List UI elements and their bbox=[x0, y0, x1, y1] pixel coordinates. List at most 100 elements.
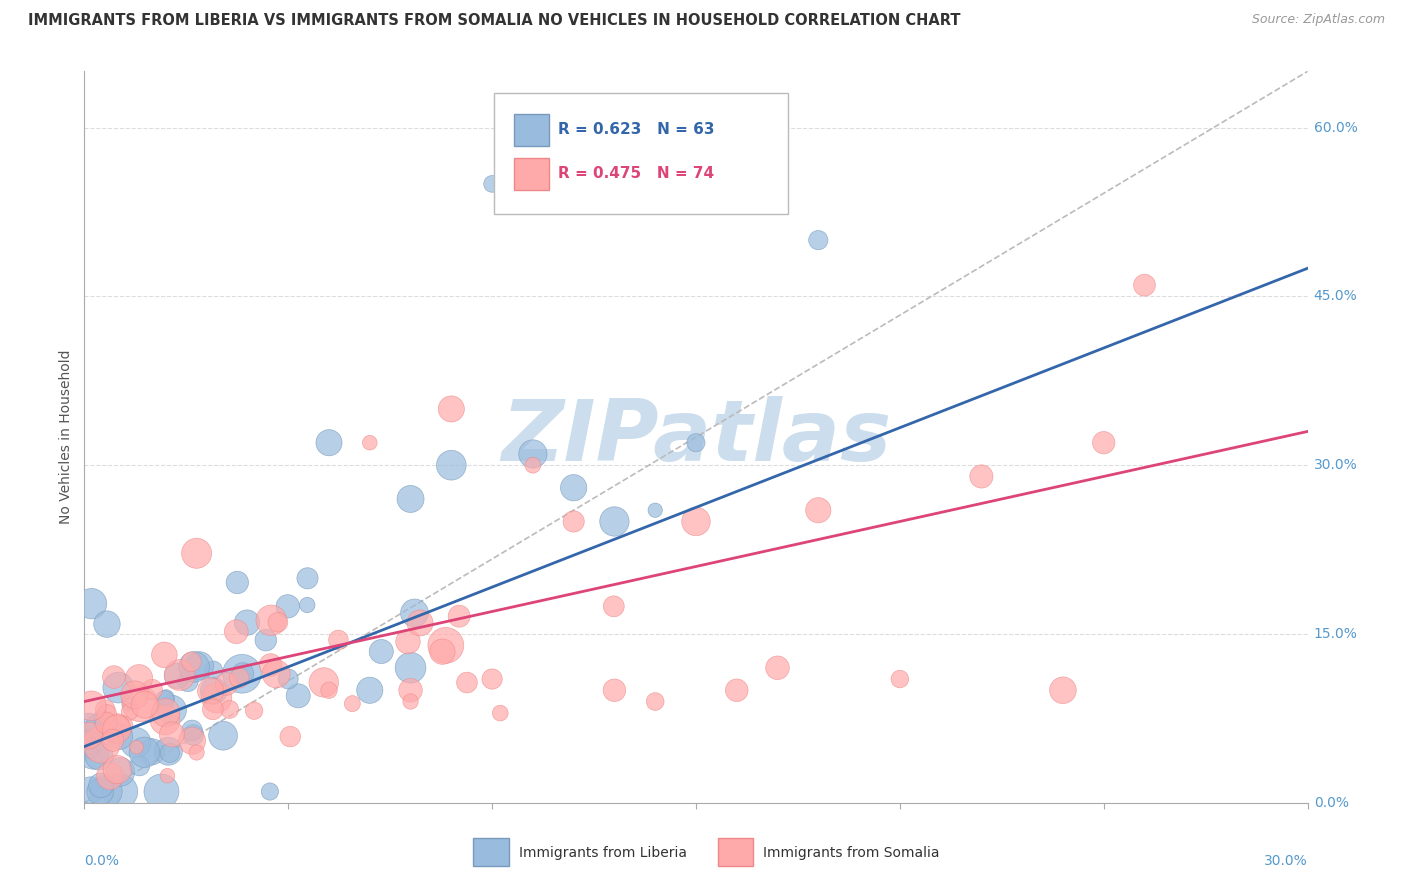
Point bbox=[90, 778, 112, 792]
Text: 15.0%: 15.0% bbox=[1313, 627, 1358, 641]
Point bbox=[180, 655, 202, 669]
Text: R = 0.475   N = 74: R = 0.475 N = 74 bbox=[558, 166, 714, 181]
Point bbox=[489, 706, 512, 720]
Point bbox=[260, 613, 283, 627]
Point bbox=[128, 671, 150, 685]
Point bbox=[970, 469, 993, 483]
Point bbox=[79, 783, 101, 797]
Point bbox=[603, 683, 626, 698]
Point bbox=[118, 697, 141, 711]
Point bbox=[96, 721, 118, 735]
Point bbox=[396, 634, 419, 648]
Point bbox=[155, 706, 177, 720]
FancyBboxPatch shape bbox=[718, 838, 754, 866]
Text: R = 0.623   N = 63: R = 0.623 N = 63 bbox=[558, 122, 714, 137]
Point bbox=[807, 503, 830, 517]
Point bbox=[80, 597, 103, 611]
Point bbox=[186, 746, 208, 760]
Point bbox=[342, 697, 364, 711]
Point bbox=[218, 702, 240, 716]
Point bbox=[110, 764, 132, 779]
Point bbox=[200, 684, 222, 698]
Point bbox=[107, 681, 129, 695]
Text: 60.0%: 60.0% bbox=[1313, 120, 1358, 135]
Text: 30.0%: 30.0% bbox=[1313, 458, 1357, 472]
Point bbox=[129, 697, 152, 711]
Point bbox=[685, 515, 707, 529]
Point bbox=[440, 458, 463, 473]
Point bbox=[160, 727, 183, 741]
Point bbox=[96, 716, 118, 731]
Text: IMMIGRANTS FROM LIBERIA VS IMMIGRANTS FROM SOMALIA NO VEHICLES IN HOUSEHOLD CORR: IMMIGRANTS FROM LIBERIA VS IMMIGRANTS FR… bbox=[28, 13, 960, 29]
Point bbox=[98, 769, 121, 783]
Point bbox=[96, 617, 118, 632]
Point bbox=[1092, 435, 1115, 450]
Point bbox=[177, 674, 200, 689]
Point bbox=[202, 684, 225, 698]
Point bbox=[318, 435, 340, 450]
Point bbox=[86, 719, 108, 733]
Point bbox=[277, 599, 299, 614]
Point bbox=[89, 784, 111, 798]
Point bbox=[80, 698, 103, 713]
Point bbox=[440, 401, 463, 416]
Point bbox=[264, 666, 287, 681]
Point bbox=[225, 624, 247, 639]
Point bbox=[562, 515, 585, 529]
Point bbox=[481, 177, 503, 191]
Point bbox=[562, 481, 585, 495]
Point bbox=[277, 672, 299, 686]
Point bbox=[79, 735, 101, 749]
Point bbox=[685, 435, 707, 450]
Y-axis label: No Vehicles in Household: No Vehicles in Household bbox=[59, 350, 73, 524]
Point bbox=[125, 740, 148, 755]
Point bbox=[807, 233, 830, 247]
Point bbox=[766, 661, 789, 675]
Point bbox=[297, 598, 319, 612]
Point bbox=[118, 705, 141, 719]
Point bbox=[231, 666, 253, 681]
Point bbox=[522, 458, 544, 473]
Point bbox=[228, 671, 250, 685]
Point bbox=[644, 503, 666, 517]
Text: Immigrants from Liberia: Immigrants from Liberia bbox=[519, 846, 686, 860]
Text: 45.0%: 45.0% bbox=[1313, 289, 1357, 303]
Point bbox=[1133, 278, 1156, 293]
Point bbox=[212, 729, 235, 743]
Point bbox=[603, 599, 626, 614]
Point bbox=[456, 675, 478, 690]
Point bbox=[312, 675, 335, 690]
Point bbox=[201, 702, 224, 716]
Point bbox=[105, 718, 128, 732]
Point bbox=[328, 632, 350, 647]
Point bbox=[254, 633, 277, 648]
Point bbox=[522, 447, 544, 461]
Point bbox=[205, 690, 228, 705]
FancyBboxPatch shape bbox=[474, 838, 509, 866]
Point bbox=[159, 746, 181, 760]
Point bbox=[160, 703, 183, 717]
Point bbox=[725, 683, 748, 698]
Point bbox=[644, 694, 666, 708]
Point bbox=[236, 615, 259, 630]
Point bbox=[186, 546, 208, 560]
Point bbox=[409, 615, 432, 630]
Point bbox=[156, 769, 179, 783]
Text: 30.0%: 30.0% bbox=[1264, 854, 1308, 868]
Point bbox=[101, 733, 124, 747]
Point bbox=[141, 745, 163, 759]
Point bbox=[128, 759, 150, 773]
Point bbox=[181, 723, 204, 738]
FancyBboxPatch shape bbox=[513, 158, 550, 190]
Point bbox=[108, 784, 131, 798]
Point bbox=[226, 575, 249, 590]
Point bbox=[359, 683, 381, 698]
Point bbox=[399, 683, 422, 698]
Point bbox=[449, 609, 471, 624]
Point bbox=[96, 707, 118, 722]
Point bbox=[399, 694, 422, 708]
Point bbox=[278, 730, 301, 744]
Point bbox=[889, 672, 911, 686]
Point bbox=[105, 722, 128, 736]
Point bbox=[79, 737, 101, 751]
